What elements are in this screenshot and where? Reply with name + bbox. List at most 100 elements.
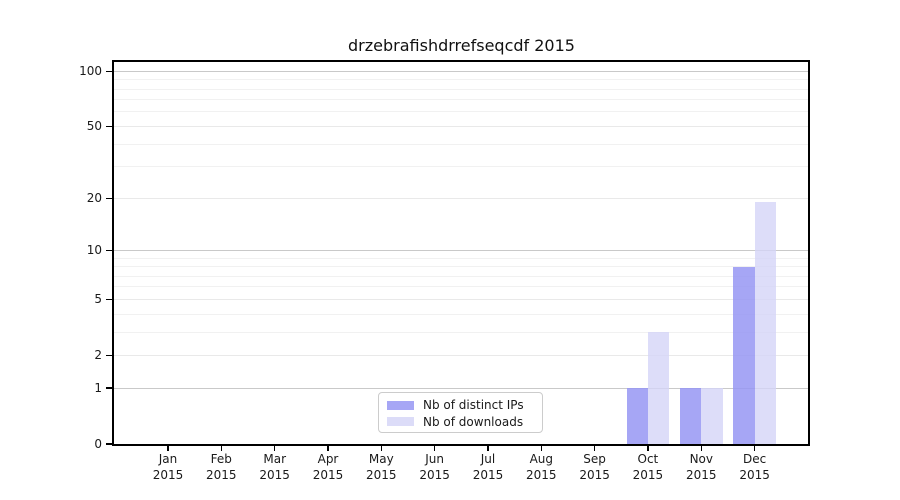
x-tick-month: Dec [742,452,767,466]
x-tick-year: 2015 [366,467,397,482]
gridline-y-5 [113,298,810,300]
bar-downloads-nov [701,388,723,444]
x-tick-1 [167,446,169,451]
gridline-y-90 [113,79,810,81]
bar-distinct-ips-nov [680,388,702,444]
x-tick-year: 2015 [526,467,557,482]
x-tick-10 [647,446,649,451]
x-tick-year: 2015 [152,467,184,482]
x-tick-5 [380,446,382,451]
x-tick-2 [220,446,222,451]
x-tick-9 [594,446,596,451]
x-tick-label-4: Apr 2015 [301,452,355,483]
x-axis-line [112,444,810,446]
x-tick-6 [434,446,436,451]
x-tick-label-6: Jun 2015 [408,452,462,483]
x-tick-month: Jul [480,452,496,466]
y-tick-100 [106,70,112,72]
x-tick-month: Mar [263,452,286,466]
x-tick-label-5: May 2015 [354,452,408,483]
gridline-y-20 [113,197,810,199]
x-tick-year: 2015 [312,467,344,482]
x-tick-year: 2015 [419,467,450,482]
x-tick-label-10: Oct 2015 [621,452,675,483]
y-tick-2 [106,354,112,356]
x-tick-11 [700,446,702,451]
legend-entry-downloads: Nb of downloads [379,414,542,431]
y-tick-label-1: 1 [94,381,102,395]
legend-label-downloads: Nb of downloads [423,414,524,429]
gridline-y-50 [113,125,810,127]
legend-swatch-distinct-ips [387,400,414,410]
y-tick-label-10: 10 [86,243,102,258]
bar-distinct-ips-oct [626,388,648,444]
y-tick-50 [106,125,112,128]
gridline-y-6 [113,286,810,288]
y-tick-1 [106,387,112,389]
x-tick-year: 2015 [579,467,610,482]
gridline-y-10 [113,249,810,251]
gridline-y-2 [113,354,810,356]
chart-title: drzebrafishdrrefseqcdf 2015 [348,36,575,55]
y-tick-5 [106,298,112,300]
y-tick-10 [106,249,112,251]
x-tick-4 [327,446,329,451]
x-tick-month: Jun [425,452,444,466]
bar-downloads-dec [754,202,776,444]
x-tick-year: 2015 [632,467,664,482]
spine-top [112,60,810,62]
x-tick-year: 2015 [259,467,290,482]
x-tick-label-2: Feb 2015 [194,452,248,483]
gridline-y-4 [113,313,810,315]
y-tick-label-5: 5 [94,292,102,307]
x-tick-12 [754,446,756,451]
gridline-y-40 [113,143,810,145]
x-tick-year: 2015 [472,467,504,482]
x-tick-year: 2015 [206,467,237,482]
gridline-y-100 [113,70,810,72]
y-tick-label-50: 50 [86,119,102,134]
x-tick-label-12: Dec 2015 [728,452,782,483]
gridline-y-3 [113,331,810,333]
x-tick-8 [540,446,542,451]
x-tick-month: May [368,452,394,466]
spine-right [808,60,810,446]
x-tick-month: Nov [689,452,713,466]
x-tick-label-7: Jul 2015 [461,452,515,483]
x-tick-month: Apr [317,452,339,466]
gridline-y-70 [113,99,810,101]
gridline-y-1 [113,387,810,389]
y-axis-line [112,60,114,446]
gridline-y-60 [113,111,810,113]
y-tick-20 [106,197,112,199]
legend-swatch-downloads [387,417,414,427]
y-tick-label-20: 20 [86,191,102,206]
gridline-y-30 [113,166,810,168]
x-tick-label-8: Aug 2015 [514,452,568,483]
bar-downloads-oct [647,332,670,444]
x-tick-label-3: Mar 2015 [248,452,302,483]
x-tick-month: Sep [583,452,606,466]
x-tick-month: Oct [637,452,659,466]
plot-area [113,61,810,444]
gridline-y-8 [113,266,810,267]
x-tick-label-1: Jan 2015 [141,452,195,483]
x-tick-label-9: Sep 2015 [568,452,622,483]
y-tick-label-2: 2 [94,348,102,363]
legend: Nb of distinct IPs Nb of downloads [378,392,543,433]
gridline-y-7 [113,275,810,277]
x-tick-7 [487,446,489,451]
x-tick-label-11: Nov 2015 [674,452,728,483]
gridline-y-80 [113,88,810,90]
x-tick-month: Feb [210,452,232,466]
legend-entry-distinct-ips: Nb of distinct IPs [379,397,542,414]
y-tick-0 [106,443,112,445]
y-tick-label-100: 100 [79,64,102,79]
x-tick-month: Jan [158,452,178,466]
x-tick-year: 2015 [739,467,770,482]
gridline-y-9 [113,257,810,259]
x-tick-year: 2015 [686,467,717,482]
legend-label-distinct-ips: Nb of distinct IPs [423,398,524,413]
x-tick-month: Aug [529,452,554,466]
